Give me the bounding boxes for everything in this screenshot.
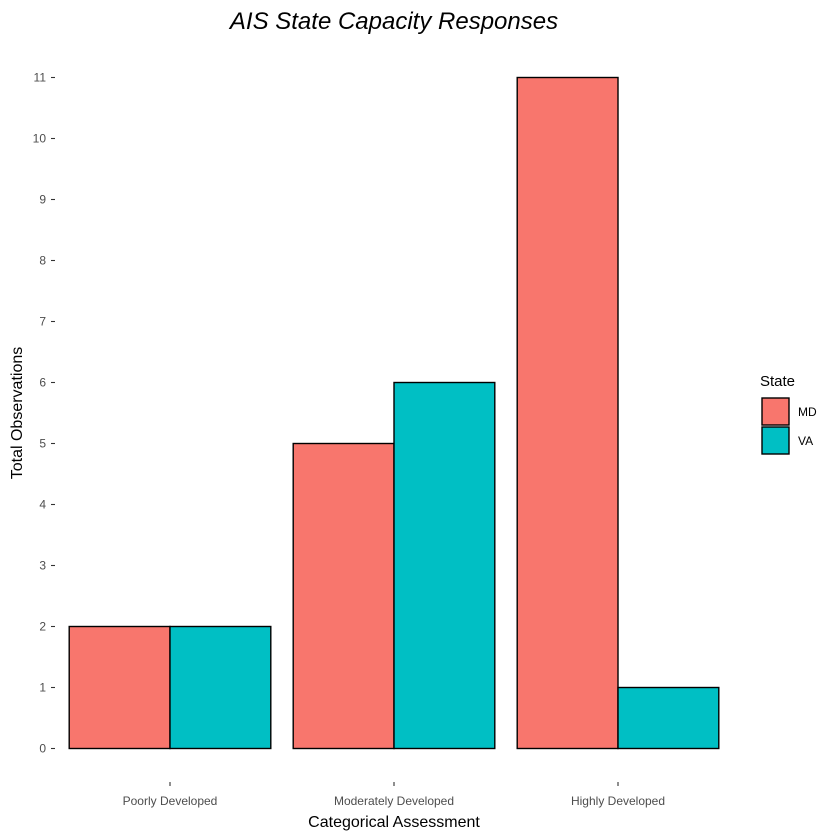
- y-tick-label: 10: [33, 132, 47, 146]
- x-tick-label: Moderately Developed: [334, 794, 454, 808]
- chart-title: AIS State Capacity Responses: [228, 8, 558, 35]
- y-tick-label: 4: [39, 498, 46, 512]
- bar-va-moderately-developed: [393, 381, 496, 750]
- y-tick-label: 5: [39, 437, 46, 451]
- y-tick-label: 1: [39, 681, 46, 695]
- x-tick-label: Highly Developed: [571, 794, 665, 808]
- y-tick-label: 11: [34, 71, 47, 85]
- y-axis-title: Total Observations: [9, 347, 26, 480]
- x-tick-label: Poorly Developed: [123, 794, 218, 808]
- y-tick-label: 9: [39, 193, 46, 207]
- legend-key-md: [761, 397, 790, 426]
- y-tick-label: 0: [39, 742, 46, 756]
- legend-key-va: [761, 426, 790, 455]
- y-tick-label: 6: [39, 376, 46, 390]
- bar-va-highly-developed: [617, 686, 720, 750]
- bar-md-highly-developed: [516, 76, 619, 750]
- y-tick-label: 3: [39, 559, 46, 573]
- bar-md-moderately-developed: [292, 442, 395, 750]
- bar-md-poorly-developed: [68, 625, 171, 750]
- legend: State MD VA: [760, 373, 817, 455]
- plot-area: [68, 76, 720, 750]
- y-tick-label: 2: [39, 620, 46, 634]
- legend-label-va: VA: [798, 434, 813, 448]
- y-axis: 0 1 2 3 4 5 6 7 8 9 10 11: [33, 71, 55, 756]
- x-axis: Poorly Developed Moderately Developed High…: [123, 782, 665, 808]
- bar-va-poorly-developed: [169, 625, 272, 750]
- x-axis-title: Categorical Assessment: [308, 814, 480, 831]
- legend-title: State: [760, 373, 795, 390]
- y-tick-label: 7: [39, 315, 46, 329]
- y-tick-label: 8: [39, 254, 46, 268]
- legend-label-md: MD: [798, 405, 817, 419]
